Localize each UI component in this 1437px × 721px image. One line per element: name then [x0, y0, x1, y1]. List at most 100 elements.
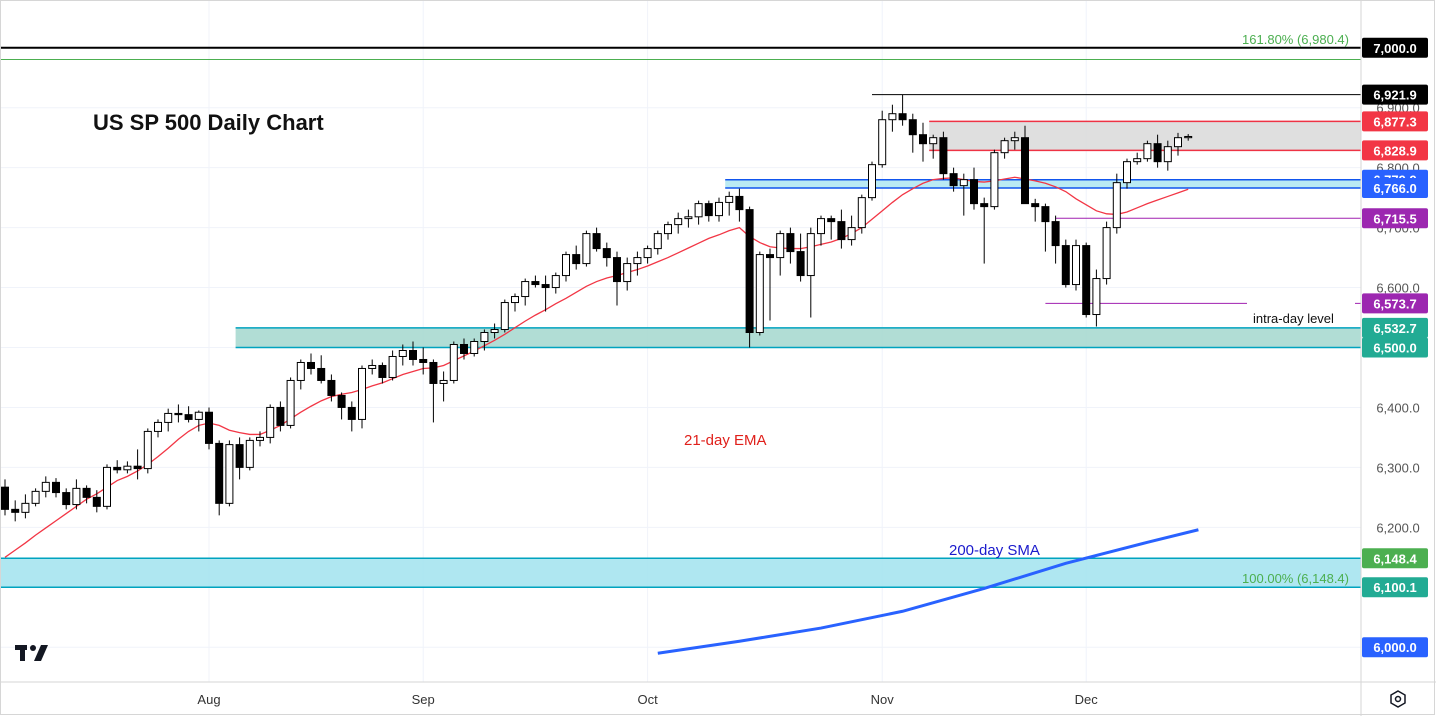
candle-77 — [786, 227, 795, 264]
candle-body-75 — [766, 254, 774, 259]
candle-body-2 — [21, 502, 30, 513]
x-month-label-0: Aug — [197, 692, 220, 707]
candle-body-43 — [439, 379, 448, 384]
price-tag-bg-3 — [1362, 140, 1428, 161]
candle-107 — [1092, 269, 1101, 327]
price-tag-6: 6,715.5 — [1362, 208, 1428, 229]
candle-103 — [1051, 215, 1060, 264]
candle-body-109 — [1112, 182, 1121, 229]
candle-55 — [562, 251, 570, 282]
candle-0 — [1, 479, 9, 516]
x-month-label-2: Oct — [637, 692, 658, 707]
candle-body-96 — [980, 203, 989, 208]
candle-body-76 — [776, 233, 785, 259]
candle-87 — [888, 104, 897, 132]
candle-body-55 — [562, 254, 570, 277]
candle-44 — [449, 341, 458, 384]
price-tag-text-1: 6,921.9 — [1373, 88, 1416, 103]
price-tag-bg-5 — [1362, 178, 1428, 199]
candle-body-9 — [92, 496, 101, 507]
candle-body-81 — [827, 218, 836, 223]
candle-88 — [898, 94, 907, 126]
candle-74 — [755, 251, 764, 336]
candle-body-60 — [613, 257, 621, 283]
candle-body-48 — [490, 329, 499, 334]
candle-54 — [551, 272, 560, 294]
candle-67 — [684, 209, 693, 228]
candle-body-5 — [52, 481, 60, 494]
price-tag-text-2: 6,877.3 — [1373, 114, 1416, 129]
candle-body-93 — [949, 173, 958, 187]
candle-33 — [337, 392, 346, 420]
candle-89 — [908, 113, 917, 153]
candle-body-21 — [215, 442, 224, 504]
tradingview-logo-icon — [15, 645, 48, 661]
candle-body-105 — [1072, 245, 1080, 286]
candle-body-102 — [1041, 206, 1050, 223]
candle-113 — [1153, 134, 1162, 168]
intra-day-label-bg — [1247, 294, 1355, 313]
candle-body-19 — [194, 411, 203, 420]
candle-81 — [827, 215, 836, 240]
candle-body-29 — [296, 361, 305, 381]
candle-27 — [276, 401, 285, 432]
candle-99 — [1010, 131, 1019, 150]
candle-body-113 — [1153, 143, 1162, 163]
price-tag-0: 7,000.0 — [1362, 37, 1428, 58]
candle-76 — [776, 230, 785, 276]
candle-34 — [347, 401, 356, 432]
candle-body-86 — [878, 119, 887, 166]
candle-body-78 — [796, 251, 805, 277]
candle-body-18 — [184, 414, 193, 420]
candle-body-110 — [1123, 161, 1131, 184]
candle-93 — [949, 167, 958, 192]
candle-39 — [398, 344, 407, 366]
candle-body-58 — [592, 233, 601, 250]
candle-16 — [164, 408, 173, 432]
candle-70 — [715, 197, 723, 222]
candle-body-11 — [113, 466, 122, 471]
candle-body-98 — [1000, 140, 1009, 154]
candle-20 — [205, 407, 213, 450]
candle-7 — [72, 479, 81, 510]
candle-1 — [11, 500, 20, 522]
candle-body-45 — [460, 343, 468, 354]
candle-62 — [633, 251, 642, 276]
price-tag-3: 6,828.9 — [1362, 140, 1428, 161]
candle-49 — [500, 299, 509, 333]
sma200-line — [657, 528, 1199, 655]
candle-body-92 — [939, 137, 948, 175]
zone-1 — [725, 179, 1361, 189]
candle-80 — [817, 215, 825, 246]
x-month-label-3: Nov — [871, 692, 895, 707]
candle-69 — [704, 200, 713, 222]
candle-98 — [1000, 137, 1009, 159]
candle-72 — [735, 188, 744, 222]
candle-body-74 — [755, 254, 764, 334]
price-tag-bg-2 — [1362, 111, 1428, 132]
candle-body-41 — [419, 358, 428, 363]
candle-body-112 — [1143, 143, 1152, 160]
settings-hexagon-icon[interactable] — [1390, 690, 1406, 708]
price-tag-9: 6,500.0 — [1362, 337, 1428, 358]
candle-3 — [31, 488, 40, 507]
candle-37 — [378, 362, 387, 384]
candle-body-79 — [806, 233, 815, 277]
candle-body-23 — [235, 444, 244, 468]
candle-64 — [653, 230, 662, 255]
candle-35 — [358, 365, 366, 429]
candle-body-88 — [898, 113, 907, 121]
candle-4 — [41, 476, 50, 498]
candle-9 — [92, 490, 101, 513]
candle-92 — [939, 131, 948, 180]
candle-body-6 — [62, 492, 71, 506]
candle-body-65 — [664, 224, 672, 235]
x-month-label-4: Dec — [1075, 692, 1099, 707]
candle-100 — [1021, 125, 1029, 205]
candle-79 — [806, 227, 815, 318]
candle-body-90 — [919, 134, 927, 145]
price-tag-bg-9 — [1362, 337, 1428, 358]
candle-body-31 — [317, 367, 326, 381]
candle-109 — [1112, 173, 1121, 234]
candle-25 — [256, 431, 264, 447]
